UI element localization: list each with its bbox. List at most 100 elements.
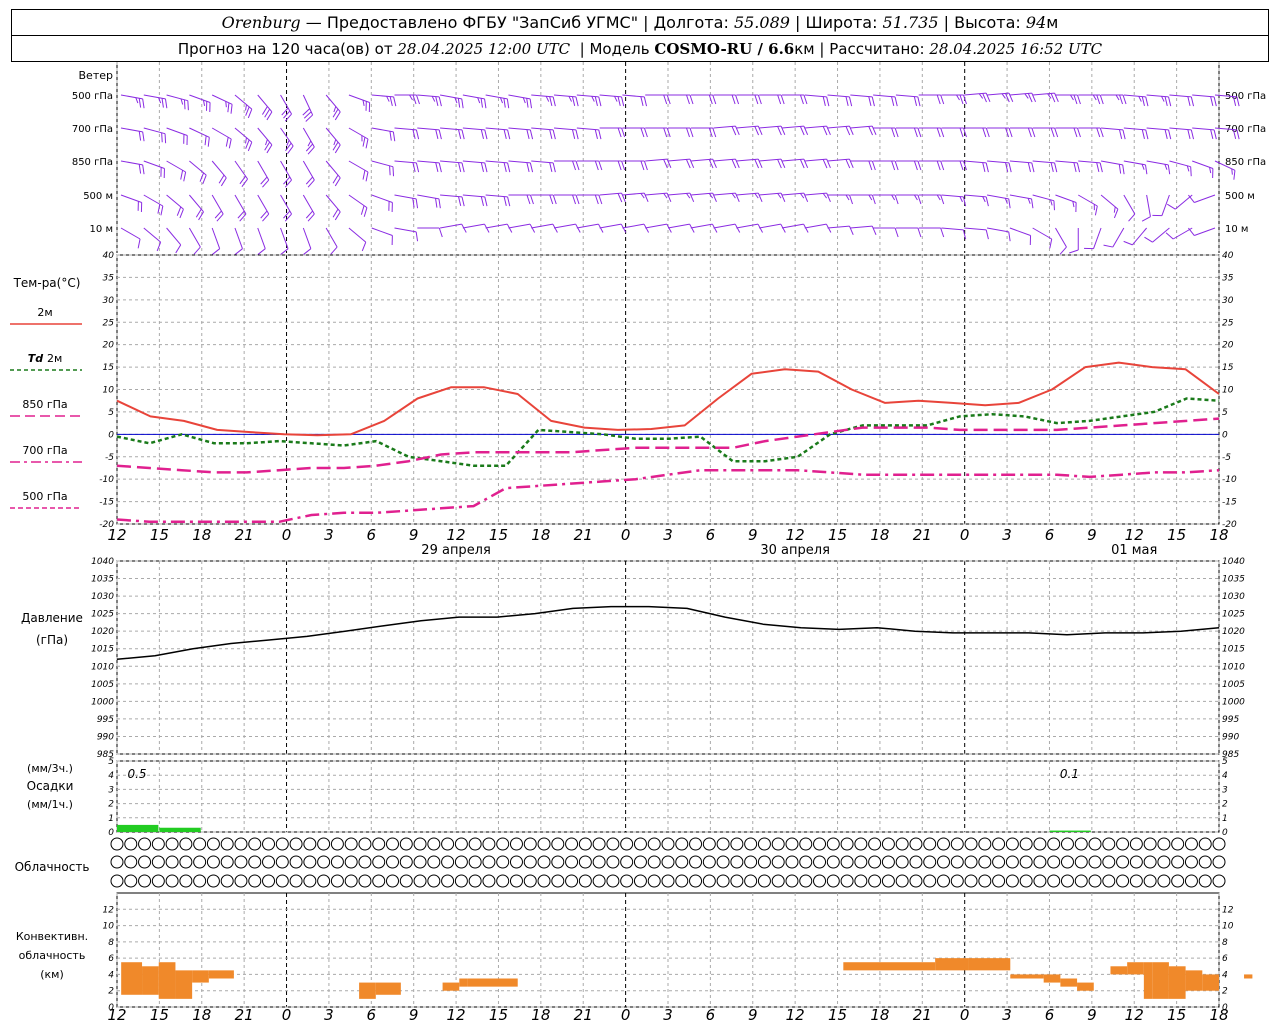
wind-barb-shaft [211,160,227,179]
wind-barb-feather [1096,162,1100,172]
cloud-symbol [358,837,372,851]
cloud-symbol [950,855,964,869]
cloud-symbol [1198,874,1212,888]
convective-block [935,958,969,971]
wind-barb-feather [780,192,786,202]
wind-barb [736,94,762,105]
wind-barb-feather [1141,216,1151,222]
wind-barb-shaft [1175,194,1193,210]
wind-barb [804,125,831,136]
wind-barb-feather [480,162,484,172]
time-tick-label: 6 [706,526,716,544]
wind-barb [280,160,292,188]
wind-barb [189,94,211,113]
wind-barb-feather [334,111,341,121]
wind-barb-row [120,158,1236,188]
wind-barb [120,227,141,249]
wind-barb [987,127,1013,138]
wind-level-label-right: 500 гПа [1225,91,1266,102]
cloud-symbol [234,837,248,851]
cloud-symbol [578,837,592,851]
y-tick-label-right: -5 [1222,453,1231,463]
wind-barb [120,160,145,175]
wind-barb [941,160,967,171]
cloud-symbol [275,855,289,869]
wind-barb-feather [982,127,987,138]
wind-barb-shaft [987,92,1010,96]
wind-barb-feather [552,96,556,107]
bottom-time-tick-label: 6 [1045,1006,1055,1024]
wind-barb [188,194,204,221]
wind-barb-feather [204,135,207,146]
cloud-symbol [757,855,771,869]
wind-barb-shaft [485,223,508,229]
convective-block [359,982,376,999]
wind-barb [531,160,556,173]
wind-barb [1009,227,1032,246]
wind-barb-shaft [576,94,599,98]
wind-barb [234,160,248,187]
wind-barb-feather [757,223,763,233]
wind-barb [645,94,671,105]
cloud-symbol [716,837,730,851]
wind-barb [1144,227,1170,243]
wind-barb-feather [266,111,273,121]
wind-barb-feather [457,98,461,108]
wind-barb [895,227,922,238]
wind-barb-feather [621,127,626,138]
wind-barb-feather [777,126,782,136]
y-tick-label-left: 0 [108,828,114,838]
wind-barb [781,125,809,136]
cloud-symbol [496,837,510,851]
wind-barb-shaft [1194,227,1216,236]
wind-barb-feather [332,208,339,218]
wind-barb [850,225,877,235]
wind-barb-shaft [211,94,233,105]
cloud-symbol [1060,837,1074,851]
wind-barb [189,127,210,147]
wind-barb-shaft [439,223,462,229]
wind-barb-feather [409,94,413,101]
wind-barb [1192,160,1214,179]
wind-barb [143,194,164,216]
wind-barb-feather [891,127,896,138]
cloud-symbol [606,874,620,888]
wind-barb-feather [484,196,488,207]
wind-barb-shaft [781,192,804,196]
wind-barb [485,194,511,207]
convective-block [1043,974,1061,983]
temperature-ylabel: Тем-ра(°C) [13,276,81,290]
wind-barb-shaft [234,227,243,249]
wind-barb [234,227,243,255]
wind-barb-feather [1103,244,1113,248]
convective-block [1168,966,1186,999]
wind-barb-feather [160,205,164,216]
y-tick-label-right: 1000 [1222,697,1245,707]
cloud-symbol [771,855,785,869]
wind-barb-shaft [941,194,964,198]
wind-barb [371,194,393,213]
cloud-symbol [1116,855,1130,869]
wind-barb-feather [913,160,918,171]
wind-barb-shaft [302,194,315,215]
wind-barb [1214,127,1240,140]
cloud-symbol [454,855,468,869]
cloud-symbol [193,855,207,869]
wind-barb-feather [803,158,809,168]
cloud-symbol [193,837,207,851]
wind-barb [462,194,488,207]
wind-barb-shaft [690,223,713,229]
wind-barb-shaft [371,94,394,98]
cloud-symbol [454,874,468,888]
wind-barb [645,223,672,233]
cloud-symbol [868,874,882,888]
wind-barb [1152,194,1170,217]
cloud-symbol [578,874,592,888]
time-tick-label: 15 [828,526,847,544]
wind-barb [554,160,580,171]
wind-barb-feather [757,94,762,105]
wind-barb-feather [1232,129,1237,139]
precipitation-unit-bottom: (мм/1ч.) [27,798,73,811]
wind-barb [1055,227,1067,255]
wind-barb-feather [1008,231,1011,242]
